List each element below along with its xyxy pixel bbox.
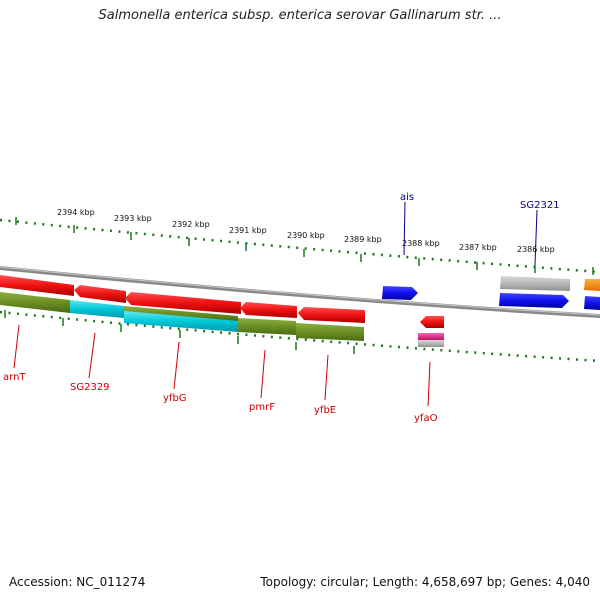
gene-arrow-reverse[interactable]	[298, 307, 365, 323]
gene-arrow-reverse[interactable]	[420, 316, 444, 328]
gene-feature-gray[interactable]	[418, 340, 444, 347]
gene-label-ais[interactable]: ais	[400, 192, 414, 203]
gene-arrow-reverse[interactable]	[74, 285, 126, 303]
gene-arrow-reverse[interactable]	[240, 302, 297, 318]
kbp-label: 2393 kbp	[114, 214, 152, 223]
outer-tick-track	[0, 218, 600, 274]
genome-title: Salmonella enterica subsp. enterica sero…	[98, 8, 502, 23]
gene-feature-cyan[interactable]	[124, 311, 238, 332]
label-leader	[13, 324, 20, 369]
label-leader	[534, 209, 538, 266]
inner-major-ticks	[4, 310, 355, 354]
gene-feature-green[interactable]	[0, 292, 70, 313]
accession-text: Accession: NC_011274	[9, 575, 146, 589]
label-leader	[427, 361, 431, 407]
genome-summary-text: Topology: circular; Length: 4,658,697 bp…	[260, 575, 590, 589]
gene-feature-green[interactable]	[124, 306, 238, 321]
kbp-label: 2390 kbp	[287, 231, 325, 240]
gene-label-sg2329[interactable]: SG2329	[70, 382, 110, 393]
label-leader	[173, 341, 180, 390]
gene-feature-cyan[interactable]	[70, 300, 124, 318]
gene-label-yfao[interactable]: yfaO	[414, 413, 438, 424]
genome-backbone-highlight	[0, 266, 600, 316]
gene-feature-orange[interactable]	[584, 279, 600, 291]
gene-label-yfbg[interactable]: yfbG	[163, 393, 187, 404]
gene-feature-pink[interactable]	[418, 333, 444, 340]
gene-arrow-reverse[interactable]	[0, 275, 74, 296]
gene-label-yfbe[interactable]: yfbE	[314, 405, 336, 416]
label-leader	[88, 332, 96, 379]
gene-feature-gray[interactable]	[500, 276, 570, 291]
gene-arrow-forward[interactable]	[382, 286, 418, 300]
gene-feature-green[interactable]	[238, 318, 296, 335]
label-leader	[324, 354, 329, 401]
gene-arrow-forward[interactable]	[584, 296, 600, 310]
kbp-label: 2389 kbp	[344, 235, 382, 244]
gene-arrow-forward[interactable]	[499, 293, 569, 308]
kbp-label: 2388 kbp	[402, 239, 440, 248]
gene-arrow-reverse[interactable]	[125, 292, 241, 314]
label-leader	[403, 201, 406, 256]
kbp-label: 2391 kbp	[229, 226, 267, 235]
gene-label-pmrf[interactable]: pmrF	[249, 402, 275, 413]
gene-feature-green[interactable]	[296, 323, 364, 341]
kbp-label: 2394 kbp	[57, 208, 95, 217]
label-leader	[260, 349, 266, 399]
kbp-label: 2392 kbp	[172, 220, 210, 229]
gene-label-arnt[interactable]: arnT	[3, 372, 26, 383]
outer-major-ticks	[15, 217, 594, 275]
genome-backbone	[0, 266, 600, 318]
kbp-label: 2387 kbp	[459, 243, 497, 252]
gene-label-sg2321[interactable]: SG2321	[520, 200, 560, 211]
